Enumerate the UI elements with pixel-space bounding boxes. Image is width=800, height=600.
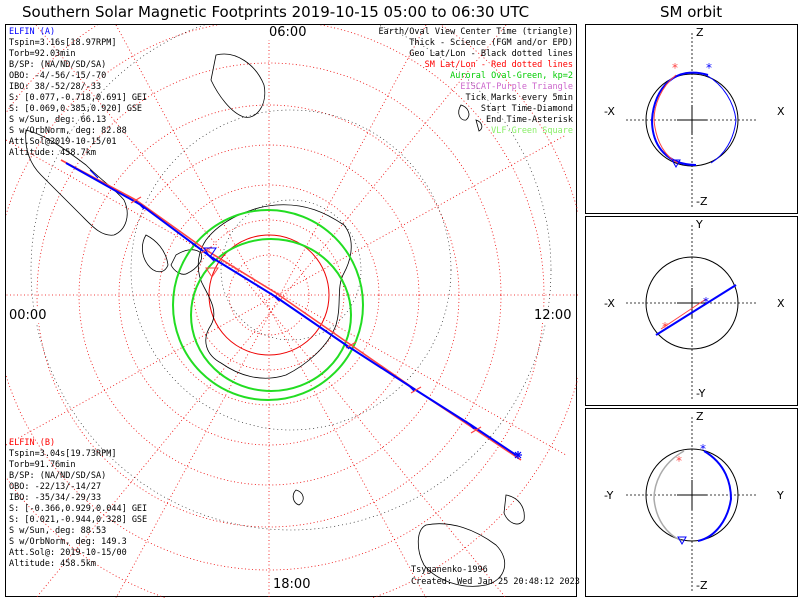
orbit-xy-left: -X [604,297,615,310]
orbit-xz-bottom: -Z [696,195,708,208]
legend-item: Start Time-Diamond [480,104,573,114]
svg-text:*: * [700,442,706,456]
orbit-xy-bottom: -Y [696,387,706,400]
polar-map-panel: 06:00 00:00 12:00 18:00 ELFIN (A) Tspin=… [5,24,580,598]
legend-item: SM Lat/Lon - Red dotted lines [424,60,573,70]
sat-b-info-line: S: [0.021,-0.944,0.328] GSE [9,515,148,525]
geo-grid [30,25,552,531]
orbit-panel-xz: * * Z -X X -Z [585,24,798,214]
legend-item: Tick Marks every 5min [465,93,573,103]
clock-label-left: 00:00 [8,308,48,323]
svg-text:*: * [676,454,682,468]
legend-item: Earth/Oval View Center Time (triangle) [378,27,573,37]
legend: Earth/Oval View Center Time (triangle) Th… [379,27,573,137]
sat-b-name: ELFIN (B) [9,438,56,448]
sat-b-info-line: Torb=91.76min [9,460,76,470]
sat-a-info-line: B/SP: (NA/ND/SD/SA) [9,60,107,70]
sat-a-info-line: Torb=92.03min [9,49,76,59]
clock-label-right: 12:00 [533,308,573,323]
sat-b-info-line: B/SP: (NA/ND/SD/SA) [9,471,107,481]
orbit-yz-bottom: -Z [696,579,708,592]
sat-a-info-line: S: [0.077,-0.718,0.691] GEI [9,93,148,103]
clock-label-bottom: 18:00 [272,577,312,592]
clock-label-top: 06:00 [268,25,308,40]
coastlines [25,53,525,587]
credit-text: Tsyganenko-1996 [411,565,488,575]
orbit-xy-right: X [777,297,785,310]
polar-map-svg [6,25,578,598]
svg-text:*: * [703,295,709,309]
legend-item: Thick - Science (FGM and/or EPD) [409,38,573,48]
sat-a-info-line: Altitude: 458.7km [9,148,96,158]
sat-a-info-line: S: [0.069,0.385,0.920] GSE [9,104,143,114]
legend-item: Geo Lat/Lon - Black dotted lines [409,49,573,59]
sat-b-info-line: Tspin=3.04s[19.73RPM] [9,449,117,459]
sat-b-info-line: Att.Sol@: 2019-10-15/00 [9,548,127,558]
orbit-panel-xy: * * Y -X X -Y [585,216,798,406]
svg-text:*: * [706,61,712,75]
sm-pole-circle [208,234,330,356]
legend-item: Auroral Oval-Green, kp=2 [450,71,573,81]
sat-a-info-line: IBO: 38/-52/28/-33 [9,82,102,92]
orbit-yz-svg: * * [626,417,758,591]
sat-b-info: Tspin=3.04s[19.73RPM] Torb=91.76min B/SP: … [9,449,147,570]
page-title: Southern Solar Magnetic Footprints 2019-… [22,3,530,21]
end-asterisk-icon [514,451,522,459]
auroral-oval [172,209,364,401]
sat-b-info-line: Altitude: 458.5km [9,559,96,569]
svg-text:*: * [672,61,678,75]
orbit-yz-right: Y [777,489,784,502]
created-text: Created: Wed Jan 25 20:48:12 2023 [411,577,580,587]
orbit-xy-svg: * * [626,225,758,399]
orbit-xz-left: -X [604,105,615,118]
sat-b-info-line: OBO: -22/13/-14/27 [9,482,102,492]
orbit-xy-top: Y [696,218,703,231]
sat-a-info: Tspin=3.16s[18.97RPM] Torb=92.03min B/SP: … [9,38,147,159]
legend-item: VLF-Green Square [491,126,573,136]
orbit-yz-top: Z [696,410,704,423]
sat-a-info-line: Tspin=3.16s[18.97RPM] [9,38,117,48]
sm-grid [6,25,578,598]
sat-b-info-line: S w/OrbNorm, deg: 149.3 [9,537,127,547]
orbit-panel-yz: * * Z -Y Y -Z [585,408,798,597]
sat-a-info-line: S w/OrbNorm, deg: 82.88 [9,126,127,136]
sat-a-info-line: S w/Sun, deg: 66.13 [9,115,107,125]
legend-item: End Time-Asterisk [486,115,573,125]
sat-a-info-line: Att.Sol@2019-10-15/01 [9,137,117,147]
sat-b-info-line: S: [-0.366,0.929,0.044] GEI [9,504,148,514]
orbit-yz-left: -Y [604,489,614,502]
sat-a-name: ELFIN (A) [9,27,56,37]
sat-a-info-line: OBO: -4/-56/-15/-70 [9,71,107,81]
orbit-xz-right: X [777,105,785,118]
svg-text:*: * [662,320,668,334]
satellite-tracks [60,159,522,461]
legend-item: EISCAT-Purple Triangle [460,82,573,92]
orbit-xz-svg: * * [626,33,758,207]
orbit-title: SM orbit [660,3,723,21]
sat-b-info-line: IBO: -35/34/-29/33 [9,493,102,503]
sat-b-info-line: S w/Sun, deg: 88.53 [9,526,107,536]
orbit-xz-top: Z [696,26,704,39]
